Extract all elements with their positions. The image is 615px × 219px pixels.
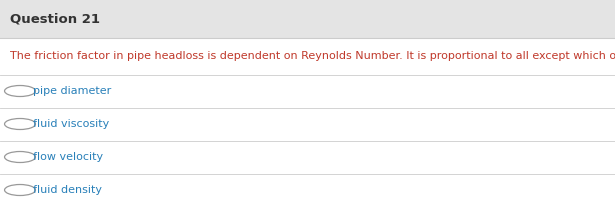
Text: fluid density: fluid density [33,185,102,195]
Bar [0,38,615,219]
Text: flow velocity: flow velocity [33,152,103,162]
Text: Question 21: Question 21 [10,12,100,25]
Text: The friction factor in pipe headloss is dependent on Reynolds Number. It is prop: The friction factor in pipe headloss is … [10,51,615,61]
Bar [0,0,615,38]
Text: fluid viscosity: fluid viscosity [33,119,109,129]
Text: pipe diameter: pipe diameter [33,86,111,96]
